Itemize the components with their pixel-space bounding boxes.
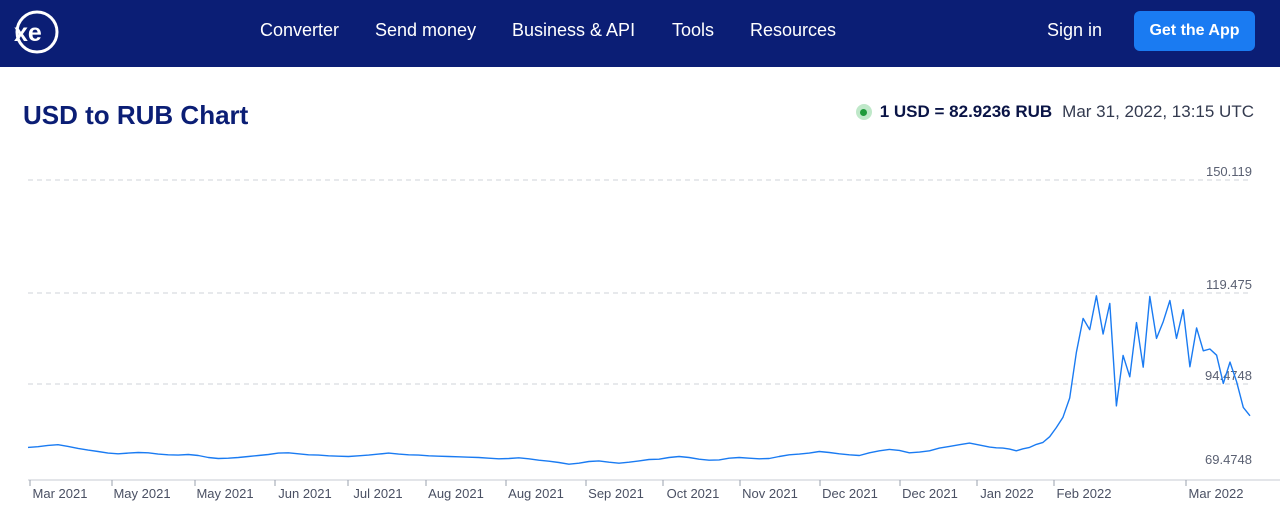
nav-item-converter[interactable]: Converter (260, 20, 340, 40)
nav-item-resources[interactable]: Resources (750, 20, 837, 40)
main-nav: Converter Send money Business & API Tool… (0, 0, 1280, 67)
x-axis-label: Jun 2021 (278, 486, 332, 501)
x-axis-label: May 2021 (113, 486, 170, 501)
x-axis-label: Mar 2021 (33, 486, 88, 501)
xe-logo-icon[interactable]: xe (6, 8, 68, 56)
x-axis-label: Jan 2022 (980, 486, 1034, 501)
page-title: USD to RUB Chart (23, 100, 249, 130)
x-axis-label: Jul 2021 (353, 486, 402, 501)
rate-line[interactable] (27, 295, 1251, 465)
get-the-app-button[interactable]: Get the App (1134, 11, 1255, 51)
live-rate: 1 USD = 82.9236 RUB Mar 31, 2022, 13:15 … (855, 102, 1254, 122)
rate-value: 1 USD = 82.9236 RUB (879, 102, 1053, 121)
y-axis-label: 94.4748 (1205, 368, 1252, 383)
y-axis-label: 119.475 (1206, 277, 1252, 292)
x-axis-label: Sep 2021 (588, 486, 644, 501)
logo-text: xe (14, 19, 42, 47)
nav-item-tools[interactable]: Tools (672, 20, 715, 40)
x-axis-label: Feb 2022 (1057, 486, 1112, 501)
x-axis-label: Dec 2021 (822, 486, 878, 501)
x-axis-label: Aug 2021 (428, 486, 484, 501)
sign-in-link[interactable]: Sign in (1047, 20, 1103, 40)
y-axis-label: 150.119 (1206, 164, 1252, 179)
nav-item-send-money[interactable]: Send money (375, 20, 477, 40)
x-axis-label: Oct 2021 (667, 486, 720, 501)
x-axis-label: Aug 2021 (508, 486, 564, 501)
x-axis-label: Nov 2021 (742, 486, 798, 501)
live-indicator-icon (855, 104, 872, 120)
y-axis-label: 69.4748 (1205, 452, 1252, 467)
rate-chart[interactable]: 150.119 119.475 94.4748 69.4748 Mar 2021 May … (0, 150, 1280, 529)
x-axis-label: Dec 2021 (902, 486, 958, 501)
rate-timestamp: Mar 31, 2022, 13:15 UTC (1062, 102, 1254, 121)
x-axis-label: May 2021 (196, 486, 253, 501)
top-navbar: xe Converter Send money Business & API T… (0, 0, 1280, 67)
nav-item-business-api[interactable]: Business & API (512, 20, 636, 40)
x-axis-label: Mar 2022 (1189, 486, 1244, 501)
